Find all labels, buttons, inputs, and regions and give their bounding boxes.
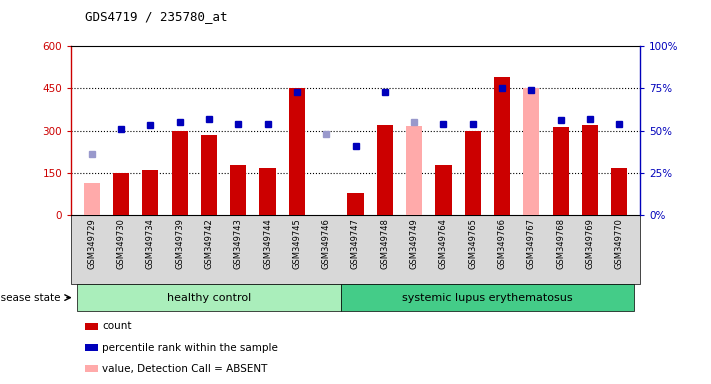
- Bar: [230, 165, 246, 215]
- Bar: [465, 131, 481, 215]
- Text: count: count: [102, 321, 132, 331]
- Bar: [611, 168, 627, 215]
- Text: value, Detection Call = ABSENT: value, Detection Call = ABSENT: [102, 364, 268, 374]
- Bar: [523, 88, 540, 215]
- Text: GDS4719 / 235780_at: GDS4719 / 235780_at: [85, 10, 228, 23]
- Bar: [552, 127, 569, 215]
- Bar: [377, 125, 393, 215]
- Bar: [289, 88, 305, 215]
- Bar: [171, 131, 188, 215]
- Bar: [201, 135, 217, 215]
- Bar: [113, 173, 129, 215]
- Bar: [494, 77, 510, 215]
- Text: healthy control: healthy control: [167, 293, 251, 303]
- Bar: [260, 168, 276, 215]
- Bar: [142, 170, 159, 215]
- Text: disease state: disease state: [0, 293, 64, 303]
- Text: percentile rank within the sample: percentile rank within the sample: [102, 343, 278, 353]
- Bar: [406, 126, 422, 215]
- Text: systemic lupus erythematosus: systemic lupus erythematosus: [402, 293, 573, 303]
- Bar: [582, 126, 598, 215]
- Bar: [348, 193, 363, 215]
- Bar: [435, 165, 451, 215]
- Bar: [84, 183, 100, 215]
